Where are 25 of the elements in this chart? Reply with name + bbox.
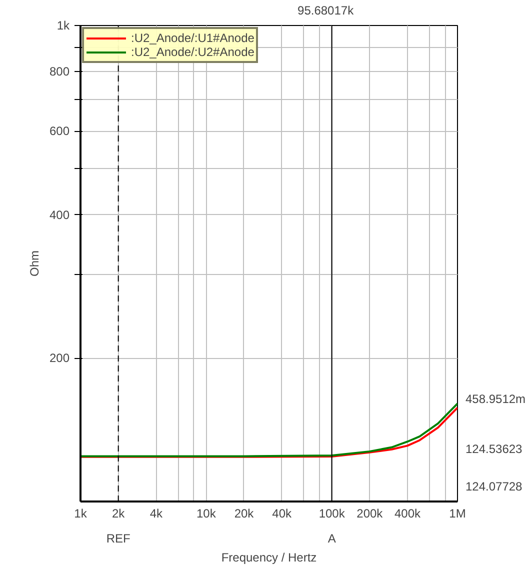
y-axis-title: Ohm [27,250,42,276]
y-tick-label: 200 [49,351,70,366]
y-tick-label: 600 [49,124,70,138]
x-tick-label: 40k [272,506,292,520]
x-tick-label: 200k [356,506,384,520]
legend-label: :U2_Anode/:U2#Anode [131,45,254,59]
ref-line-label: REF [106,532,130,546]
y-tick-label: 1k [56,18,70,32]
y-tick-label: 800 [49,64,70,79]
x-tick-label: 2k [112,506,126,520]
legend-label: :U2_Anode/:U1#Anode [131,31,254,45]
ref-line-label: A [328,532,336,546]
x-tick-label: 1M [449,506,466,520]
x-tick-label: 4k [150,506,164,520]
x-tick-label: 10k [196,506,217,520]
text: 124.53623 [466,442,523,456]
x-tick-label: 100k [318,506,346,520]
text: 95.68017k [298,4,355,18]
text: 458.9512m [466,392,526,406]
y-tick-label: 400 [49,208,70,222]
x-tick-label: 400k [394,506,422,520]
x-tick-label: 1k [74,506,88,520]
x-axis-title: Frequency / Hertz [221,550,317,564]
x-tick-label: 20k [234,506,255,520]
text: 124.07728 [466,479,523,494]
